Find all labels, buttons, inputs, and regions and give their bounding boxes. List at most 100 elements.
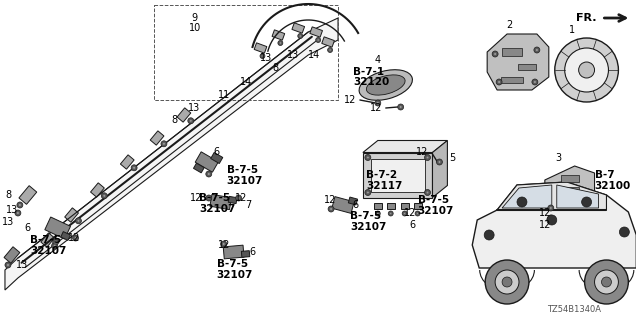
Text: 6: 6 [410, 220, 415, 230]
Circle shape [53, 244, 56, 247]
Text: 8: 8 [273, 63, 278, 73]
Circle shape [436, 159, 442, 165]
Circle shape [367, 191, 369, 194]
Circle shape [103, 195, 106, 197]
Polygon shape [363, 140, 447, 153]
Polygon shape [211, 152, 223, 164]
Text: B-7: B-7 [595, 170, 614, 180]
Text: B-7-5: B-7-5 [227, 165, 258, 175]
Circle shape [415, 211, 420, 216]
Text: 32100: 32100 [595, 181, 631, 191]
Polygon shape [272, 30, 285, 40]
FancyBboxPatch shape [561, 187, 579, 194]
Polygon shape [241, 251, 250, 257]
Circle shape [485, 260, 529, 304]
Circle shape [550, 217, 552, 219]
Text: 12: 12 [324, 195, 336, 205]
Text: 10: 10 [189, 23, 201, 33]
Text: 6: 6 [250, 247, 255, 257]
Text: 6: 6 [353, 200, 359, 210]
Circle shape [517, 197, 527, 207]
Circle shape [279, 42, 282, 44]
Text: 13: 13 [260, 53, 273, 63]
Polygon shape [90, 183, 104, 197]
Text: 13: 13 [16, 260, 28, 270]
Circle shape [367, 156, 369, 159]
Polygon shape [228, 196, 237, 204]
Text: 11: 11 [218, 90, 230, 100]
Circle shape [72, 235, 79, 241]
Text: B-7-5: B-7-5 [30, 235, 61, 245]
Circle shape [620, 227, 629, 237]
Polygon shape [557, 185, 598, 208]
Circle shape [399, 106, 402, 108]
Circle shape [6, 264, 10, 266]
Polygon shape [41, 233, 54, 247]
FancyBboxPatch shape [371, 158, 424, 191]
Circle shape [278, 41, 283, 45]
Circle shape [316, 37, 321, 43]
Circle shape [390, 212, 392, 215]
Circle shape [328, 47, 333, 52]
Circle shape [424, 155, 431, 161]
Text: 8: 8 [171, 115, 177, 125]
Circle shape [547, 215, 557, 225]
Circle shape [222, 243, 225, 245]
Circle shape [207, 197, 210, 199]
Circle shape [532, 79, 538, 85]
Circle shape [221, 241, 227, 247]
Circle shape [498, 81, 500, 83]
Circle shape [402, 211, 407, 216]
Polygon shape [65, 208, 79, 222]
Polygon shape [120, 155, 134, 169]
Polygon shape [195, 152, 218, 172]
Polygon shape [387, 203, 395, 209]
Text: 12: 12 [236, 193, 248, 203]
Polygon shape [433, 140, 447, 197]
Circle shape [438, 161, 441, 163]
Text: 4: 4 [375, 55, 381, 65]
Text: 32107: 32107 [227, 176, 263, 186]
Circle shape [19, 204, 21, 206]
Text: B-7-5: B-7-5 [199, 193, 230, 203]
Circle shape [534, 47, 540, 53]
Circle shape [206, 195, 212, 201]
Polygon shape [348, 197, 358, 205]
Text: 12: 12 [539, 208, 551, 218]
Text: 9: 9 [192, 13, 198, 23]
Circle shape [494, 53, 497, 55]
Text: FR.: FR. [576, 13, 596, 23]
Polygon shape [472, 182, 636, 268]
Polygon shape [401, 203, 408, 209]
Circle shape [76, 218, 81, 224]
Ellipse shape [367, 75, 405, 95]
Circle shape [550, 207, 552, 209]
Circle shape [502, 277, 512, 287]
Text: 12: 12 [370, 103, 382, 113]
Polygon shape [322, 37, 335, 47]
Text: 3: 3 [556, 153, 562, 163]
Circle shape [163, 142, 165, 145]
FancyBboxPatch shape [363, 153, 433, 197]
Polygon shape [177, 108, 191, 122]
Circle shape [376, 102, 379, 104]
Text: B-7-2: B-7-2 [366, 170, 397, 180]
Circle shape [555, 38, 618, 102]
Circle shape [536, 49, 538, 51]
Text: 8: 8 [5, 190, 11, 200]
Circle shape [426, 191, 429, 194]
Circle shape [74, 237, 77, 239]
Polygon shape [332, 196, 354, 213]
Text: 14: 14 [241, 77, 253, 87]
Text: 32107: 32107 [417, 206, 454, 216]
Text: B-7-5: B-7-5 [417, 195, 449, 205]
Text: 32107: 32107 [199, 204, 236, 214]
Circle shape [602, 277, 611, 287]
Polygon shape [374, 203, 382, 209]
Polygon shape [502, 185, 552, 208]
Circle shape [534, 81, 536, 83]
Circle shape [595, 270, 618, 294]
Text: 12: 12 [404, 208, 417, 218]
Circle shape [236, 195, 241, 201]
Text: 32107: 32107 [217, 270, 253, 280]
